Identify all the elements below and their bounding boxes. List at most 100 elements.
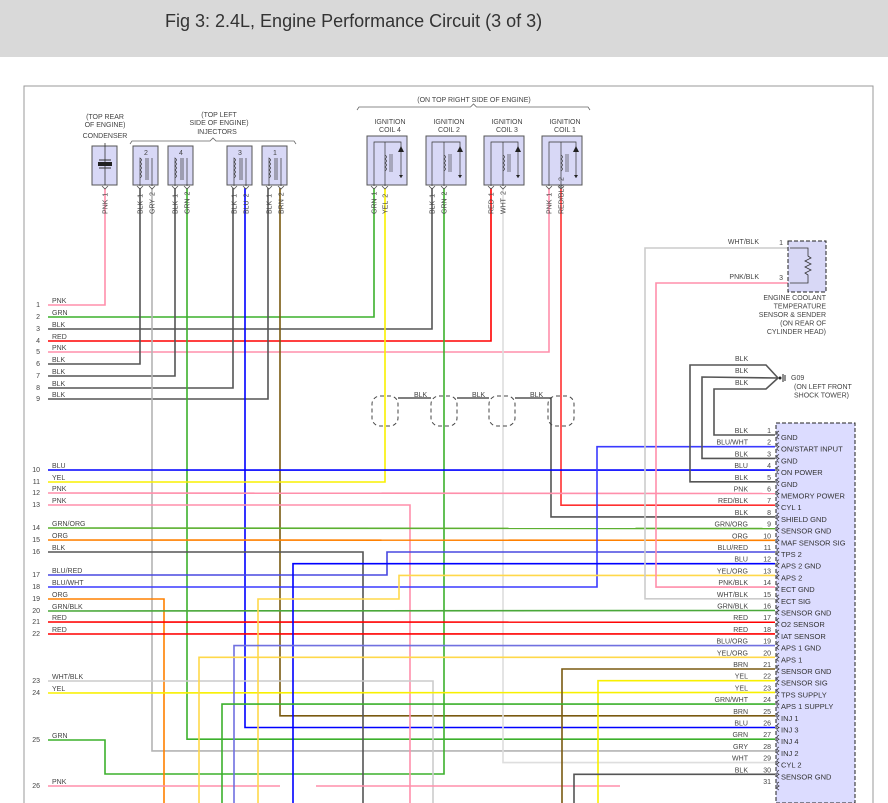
pcm-pin-function: TPS SUPPLY bbox=[781, 690, 827, 699]
left-pin-number: 14 bbox=[32, 525, 40, 532]
pcm-pin-number: 13 bbox=[763, 568, 771, 575]
coil-name: COIL 2 bbox=[438, 127, 460, 134]
left-wire-color-label: BLK bbox=[52, 545, 66, 552]
ect-sensor-component bbox=[787, 240, 827, 293]
wire-gnd-pcm1 bbox=[713, 377, 779, 436]
wire-6-blk bbox=[48, 188, 141, 365]
pin-terminal-icon bbox=[370, 185, 378, 190]
pin-terminal-icon bbox=[776, 594, 780, 604]
wire-4-red bbox=[48, 188, 492, 342]
pin-label: BLK1 bbox=[267, 194, 274, 214]
left-wire-color-label: RED bbox=[52, 615, 67, 622]
pcm-pin-function: CYL 2 bbox=[781, 761, 802, 770]
coils-location: (ON TOP RIGHT SIDE OF ENGINE) bbox=[417, 97, 530, 104]
left-wire-color-label: PNK bbox=[52, 486, 67, 493]
pcm-wire-label: BLU/WHT bbox=[717, 440, 749, 447]
wire-coil1-redblk bbox=[560, 188, 775, 507]
pin-terminal-icon bbox=[440, 185, 448, 190]
pin-terminal-icon bbox=[557, 185, 565, 190]
pin-terminal-icon bbox=[776, 652, 780, 662]
pin-label: RED1 bbox=[489, 192, 496, 214]
left-pin-number: 24 bbox=[32, 690, 40, 697]
ground-location: SHOCK TOWER) bbox=[794, 393, 849, 400]
pcm-wire-label: BLK bbox=[735, 510, 749, 517]
pin-terminal-icon bbox=[776, 711, 780, 721]
pcm-pin-number: 21 bbox=[763, 662, 771, 669]
injector-component bbox=[167, 145, 194, 186]
pin-terminal-icon bbox=[776, 582, 780, 592]
pcm-pin-function: INJ 2 bbox=[781, 749, 799, 758]
left-wire-color-label: ORG bbox=[52, 533, 68, 540]
left-wire-color-label: ORG bbox=[52, 592, 68, 599]
pin-label: WHT2 bbox=[501, 191, 508, 214]
pin-terminal-icon bbox=[381, 185, 389, 190]
pcm-wire-label: BLK bbox=[735, 475, 749, 482]
pin-terminal-icon bbox=[776, 430, 780, 440]
wire-pcm24-grnwht bbox=[221, 703, 775, 803]
pin-terminal-icon bbox=[776, 571, 780, 580]
left-pin-number: 26 bbox=[32, 783, 40, 790]
ground-wire-label: BLK bbox=[735, 380, 749, 387]
injector-component bbox=[261, 145, 288, 186]
pcm-wire-label: BLK bbox=[735, 767, 749, 774]
pin-label: BLK1 bbox=[232, 194, 239, 214]
left-pin-number: 2 bbox=[36, 314, 40, 321]
pcm-wire-label: GRN/ORG bbox=[715, 522, 748, 529]
shield-icon bbox=[488, 395, 516, 427]
left-pin-number: 8 bbox=[36, 385, 40, 392]
coil-name: IGNITION bbox=[433, 119, 464, 126]
left-wire-color-label: BLU/RED bbox=[52, 568, 82, 575]
ect-sensor-name: TEMPERATURE bbox=[774, 304, 827, 311]
pcm-pin-function: SENSOR GND bbox=[781, 527, 832, 536]
left-wire-color-label: YEL bbox=[52, 475, 65, 482]
left-wire-color-label: BLU bbox=[52, 463, 66, 470]
pcm-pin-number: 17 bbox=[763, 615, 771, 622]
pcm-pin-number: 4 bbox=[767, 463, 771, 470]
pcm-wire-label: GRN bbox=[732, 732, 748, 739]
pcm-wire-label: ORG bbox=[732, 533, 748, 540]
condenser-location: OF ENGINE) bbox=[85, 122, 126, 129]
left-wire-color-label: BLK bbox=[52, 392, 66, 399]
pcm-wire-label: YEL bbox=[735, 685, 748, 692]
pcm-pin-function: ECT SIG bbox=[781, 597, 811, 606]
pin-terminal-icon bbox=[776, 769, 780, 779]
pcm-pin-number: 28 bbox=[763, 744, 771, 751]
pin-terminal-icon bbox=[776, 617, 780, 627]
left-pin-number: 16 bbox=[32, 549, 40, 556]
pcm-connector bbox=[775, 422, 856, 803]
coil-name: IGNITION bbox=[491, 119, 522, 126]
injector-component bbox=[132, 145, 159, 186]
ect-pin-number: 3 bbox=[779, 275, 783, 282]
pin-terminal-icon bbox=[776, 723, 780, 732]
pin-terminal-icon bbox=[776, 535, 780, 545]
pcm-pin-number: 15 bbox=[763, 592, 771, 599]
left-wire-color-label: GRN bbox=[52, 733, 68, 740]
pcm-wire-label: PNK bbox=[734, 487, 749, 494]
wire-16-blk bbox=[48, 551, 364, 803]
left-wire-color-label: WHT/BLK bbox=[52, 674, 83, 681]
pcm-pin-number: 8 bbox=[767, 510, 771, 517]
pcm-wire-label: GRY bbox=[733, 744, 748, 751]
pcm-pin-function: APS 1 SUPPLY bbox=[781, 702, 833, 711]
group-brace bbox=[356, 103, 591, 111]
pcm-wire-label: BLK bbox=[735, 428, 749, 435]
wire-13-pnk bbox=[48, 504, 411, 803]
figure-title: Fig 3: 2.4L, Engine Performance Circuit … bbox=[165, 11, 543, 31]
wire-20-grnblk bbox=[47, 609, 776, 612]
pcm-pin-number: 16 bbox=[763, 604, 771, 611]
pcm-pin-number: 20 bbox=[763, 650, 771, 657]
left-wire-color-label: BLK bbox=[52, 381, 66, 388]
wire-pcm22-yel bbox=[597, 679, 775, 803]
group-brace bbox=[129, 137, 297, 145]
pcm-pin-function: SENSOR GND bbox=[781, 609, 832, 618]
wire-gnd-pcm5 bbox=[689, 364, 779, 483]
injectors-location: (TOP LEFT bbox=[201, 112, 237, 119]
wire-2-grn bbox=[48, 188, 375, 318]
pcm-pin-number: 9 bbox=[767, 522, 771, 529]
pcm-wire-label: YEL/ORG bbox=[717, 568, 748, 575]
pcm-pin-function: APS 2 bbox=[781, 573, 802, 582]
left-wire-color-label: PNK bbox=[52, 779, 67, 786]
shield-icon bbox=[430, 395, 458, 427]
left-wire-color-label: RED bbox=[52, 627, 67, 634]
